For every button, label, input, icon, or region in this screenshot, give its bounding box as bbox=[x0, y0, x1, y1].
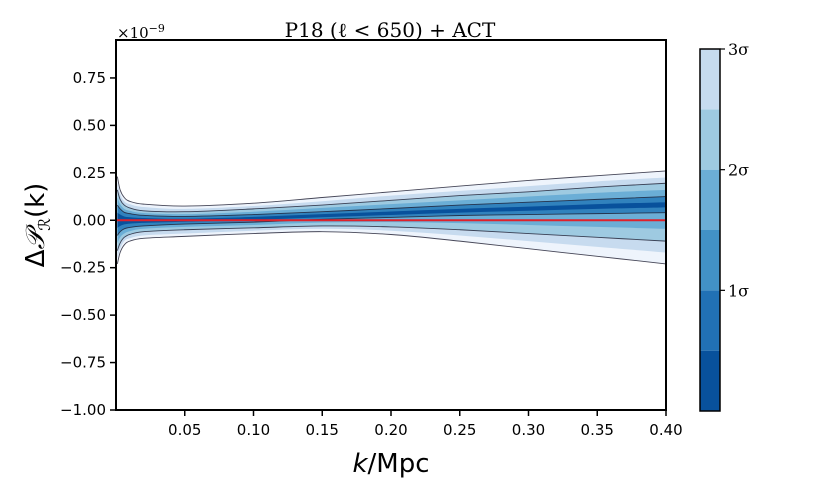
colorbar-level-4 bbox=[700, 109, 720, 170]
contour-4 bbox=[117, 196, 666, 217]
x-tick-label-4: 0.25 bbox=[443, 421, 476, 439]
colorbar-tick-label-2: 3σ bbox=[728, 40, 749, 59]
x-tick-label-3: 0.20 bbox=[374, 421, 407, 439]
band-4 bbox=[117, 196, 666, 236]
chart-title: P18 (ℓ < 650) + ACT bbox=[285, 18, 496, 42]
x-tick-label-6: 0.35 bbox=[581, 421, 614, 439]
colorbar-level-3 bbox=[700, 169, 720, 230]
contour-3 bbox=[116, 225, 666, 251]
plot-area bbox=[116, 170, 666, 265]
x-axis-unit: /Mpc bbox=[368, 449, 430, 479]
y-tick-label-7: −1.00 bbox=[60, 401, 106, 419]
colorbar-frame bbox=[699, 48, 721, 412]
x-axis-var: k bbox=[352, 449, 368, 479]
y-tick-label-5: −0.50 bbox=[60, 306, 106, 324]
offset-exponent: −9 bbox=[149, 22, 165, 35]
contour-5 bbox=[117, 212, 666, 236]
x-tick-label-1: 0.10 bbox=[237, 421, 270, 439]
x-tick-label-0: 0.05 bbox=[168, 421, 201, 439]
y-offset-text: ×10−9 bbox=[117, 22, 165, 42]
colorbar-tick-label-0: 1σ bbox=[728, 281, 749, 300]
y-tick-label-1: 0.50 bbox=[73, 116, 106, 134]
x-tick-label-2: 0.15 bbox=[306, 421, 339, 439]
contour-lines bbox=[116, 170, 666, 265]
colorbar-level-0 bbox=[700, 350, 720, 411]
y-tick-label-2: 0.25 bbox=[73, 164, 106, 182]
x-tick-label-7: 0.40 bbox=[649, 421, 682, 439]
x-axis-ticks: 0.05 0.10 0.15 0.20 0.25 0.30 0.35 0.40 bbox=[168, 410, 683, 439]
y-axis-ticks: 0.75 0.50 0.25 0.00 −0.25 −0.50 −0.75 −1.00 bbox=[60, 69, 116, 419]
y-axis-label: Δ𝒫ℛ(k) bbox=[21, 183, 54, 268]
colorbar-tick-label-1: 2σ bbox=[728, 161, 749, 180]
band-5 bbox=[117, 202, 666, 228]
offset-base: ×10 bbox=[117, 24, 149, 42]
y-tick-label-0: 0.75 bbox=[73, 69, 106, 87]
y-tick-label-3: 0.00 bbox=[73, 211, 106, 229]
svg-text:Δ𝒫ℛ(k): Δ𝒫ℛ(k) bbox=[21, 183, 54, 268]
colorbar-level-1 bbox=[700, 290, 720, 351]
contour-2 bbox=[116, 182, 666, 213]
contour-0 bbox=[116, 170, 666, 207]
contour-1 bbox=[116, 231, 666, 265]
colorbar bbox=[700, 49, 720, 411]
colorbar-level-2 bbox=[700, 230, 720, 291]
y-axis-delta: Δ bbox=[21, 249, 51, 267]
y-axis-arg: (k) bbox=[21, 183, 51, 218]
x-tick-label-5: 0.30 bbox=[512, 421, 545, 439]
y-axis-subscript: ℛ bbox=[35, 218, 54, 231]
y-tick-label-4: −0.25 bbox=[60, 259, 106, 277]
colorbar-level-5 bbox=[700, 49, 720, 110]
colorbar-ticks: 1σ 2σ 3σ bbox=[720, 40, 749, 300]
x-axis-label: k/Mpc bbox=[352, 449, 429, 479]
y-tick-label-6: −0.75 bbox=[60, 354, 106, 372]
